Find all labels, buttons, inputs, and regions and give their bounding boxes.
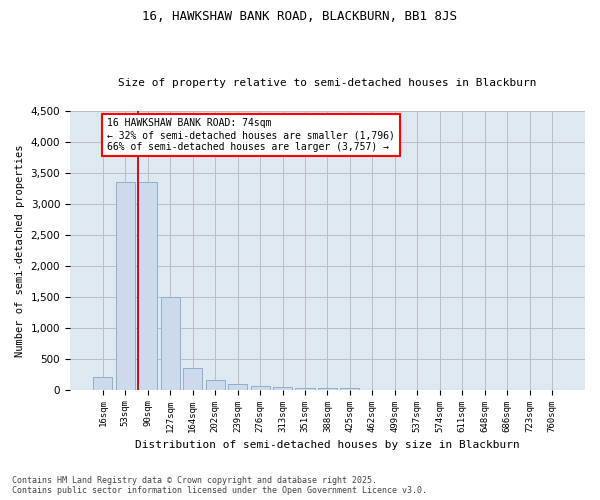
Text: 16 HAWKSHAW BANK ROAD: 74sqm
← 32% of semi-detached houses are smaller (1,796)
6: 16 HAWKSHAW BANK ROAD: 74sqm ← 32% of se… [107, 118, 395, 152]
Bar [228, 384, 247, 390]
Bar [318, 388, 337, 390]
Bar [138, 182, 157, 390]
Text: 16, HAWKSHAW BANK ROAD, BLACKBURN, BB1 8JS: 16, HAWKSHAW BANK ROAD, BLACKBURN, BB1 8… [143, 10, 458, 23]
Bar [251, 386, 269, 390]
Bar [116, 182, 135, 390]
Bar [183, 368, 202, 390]
Bar [206, 380, 225, 390]
Bar [94, 378, 112, 390]
Bar [340, 388, 359, 390]
Bar [295, 388, 314, 390]
Text: Contains HM Land Registry data © Crown copyright and database right 2025.
Contai: Contains HM Land Registry data © Crown c… [12, 476, 427, 495]
Title: Size of property relative to semi-detached houses in Blackburn: Size of property relative to semi-detach… [118, 78, 537, 88]
Bar [161, 297, 180, 390]
Bar [273, 387, 292, 390]
Y-axis label: Number of semi-detached properties: Number of semi-detached properties [15, 144, 25, 356]
X-axis label: Distribution of semi-detached houses by size in Blackburn: Distribution of semi-detached houses by … [135, 440, 520, 450]
